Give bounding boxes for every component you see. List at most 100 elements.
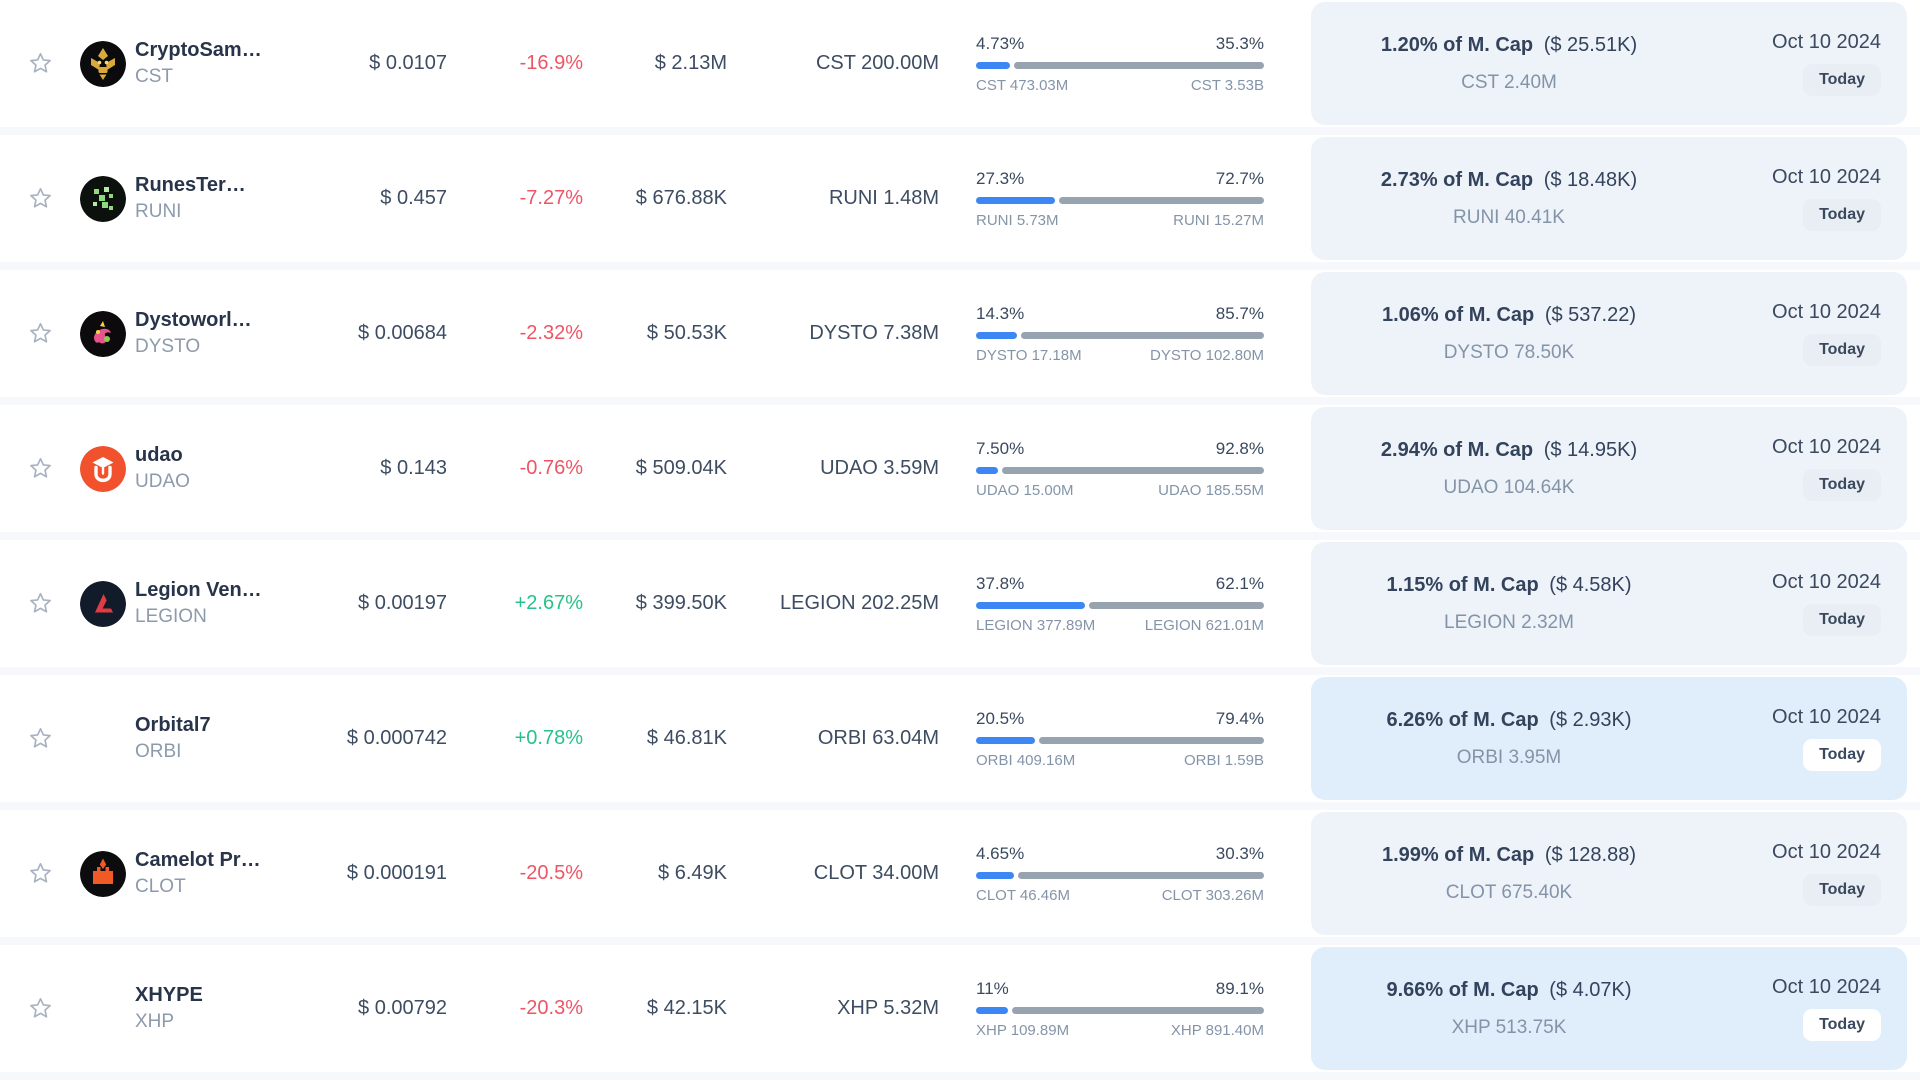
today-badge: Today bbox=[1803, 874, 1881, 906]
progress-left-percent: 4.65% bbox=[976, 843, 1025, 863]
today-badge: Today bbox=[1803, 199, 1881, 231]
token-symbol: LEGION bbox=[135, 606, 207, 627]
star-icon bbox=[29, 727, 51, 748]
star-icon bbox=[29, 187, 51, 208]
progress-percentages: 4.73% 35.3% bbox=[976, 34, 1264, 54]
mcap-headline: 1.06% of M. Cap ($ 537.22) bbox=[1327, 304, 1691, 327]
progress-remainder bbox=[1058, 196, 1264, 204]
mcap-panel: 1.20% of M. Cap ($ 25.51K) CST 2.40M Oct… bbox=[1311, 2, 1907, 125]
table-row[interactable]: Dystoworl… DYSTO $ 0.00684 -2.32% $ 50.5… bbox=[0, 270, 1920, 405]
progress-bar bbox=[976, 61, 1264, 69]
mcap-info: 6.26% of M. Cap ($ 2.93K) ORBI 3.95M bbox=[1311, 709, 1691, 769]
date-label: Oct 10 2024 bbox=[1772, 841, 1881, 863]
xhp-token-logo bbox=[80, 986, 126, 1032]
mcap-usd-text: ($ 128.88) bbox=[1544, 843, 1636, 866]
mcap-usd-text: ($ 14.95K) bbox=[1543, 438, 1638, 461]
progress-right-percent: 89.1% bbox=[1215, 978, 1264, 998]
mcap-percent-text: 1.06% of M. Cap bbox=[1382, 303, 1535, 326]
progress-right-label: RUNI 15.27M bbox=[1173, 211, 1264, 229]
mcap-token-amount: LEGION 2.32M bbox=[1444, 611, 1574, 633]
value-cell: $ 399.50K bbox=[635, 592, 727, 614]
mcap-info: 2.94% of M. Cap ($ 14.95K) UDAO 104.64K bbox=[1311, 439, 1691, 499]
progress-remainder bbox=[1018, 871, 1264, 879]
date-block: Oct 10 2024 Today bbox=[1691, 31, 1907, 96]
favorite-star-button[interactable] bbox=[27, 320, 54, 347]
table-row[interactable]: RunesTer… RUNI $ 0.457 -7.27% $ 676.88K … bbox=[0, 135, 1920, 270]
favorite-star-button[interactable] bbox=[27, 860, 54, 887]
value-cell: $ 50.53K bbox=[646, 322, 727, 344]
mcap-panel: 1.99% of M. Cap ($ 128.88) CLOT 675.40K … bbox=[1311, 812, 1907, 935]
date-block: Oct 10 2024 Today bbox=[1691, 976, 1907, 1041]
mcap-percent-text: 2.73% of M. Cap bbox=[1380, 168, 1534, 191]
progress-right-label: CLOT 303.26M bbox=[1161, 886, 1264, 904]
supply-cell: UDAO 3.59M bbox=[820, 457, 939, 479]
today-badge: Today bbox=[1803, 334, 1881, 366]
progress-right-percent: 79.4% bbox=[1215, 708, 1264, 728]
change-cell: -20.5% bbox=[519, 862, 583, 884]
table-row[interactable]: XHYPE XHP $ 0.00792 -20.3% $ 42.15K XHP … bbox=[0, 945, 1920, 1080]
progress-right-percent: 35.3% bbox=[1215, 33, 1264, 53]
favorite-star-button[interactable] bbox=[27, 725, 54, 752]
price-cell: $ 0.457 bbox=[380, 187, 447, 209]
change-cell: -2.32% bbox=[519, 322, 583, 344]
value-cell: $ 509.04K bbox=[635, 457, 727, 479]
token-name: Camelot Pr… bbox=[135, 849, 261, 871]
change-cell: +0.78% bbox=[514, 727, 583, 749]
mcap-usd-text: ($ 18.48K) bbox=[1543, 168, 1638, 191]
progress-fill bbox=[976, 331, 1018, 339]
token-name-block: udao UDAO bbox=[135, 444, 285, 493]
mcap-info: 2.73% of M. Cap ($ 18.48K) RUNI 40.41K bbox=[1311, 169, 1691, 229]
date-label: Oct 10 2024 bbox=[1772, 571, 1881, 593]
progress-left-percent: 27.3% bbox=[976, 168, 1025, 188]
token-name: Orbital7 bbox=[135, 714, 211, 736]
star-icon bbox=[29, 862, 51, 883]
progress-left-label: DYSTO 17.18M bbox=[976, 346, 1082, 364]
change-cell: -20.3% bbox=[519, 997, 583, 1019]
favorite-star-button[interactable] bbox=[27, 590, 54, 617]
value-cell: $ 46.81K bbox=[646, 727, 727, 749]
progress-labels: DYSTO 17.18M DYSTO 102.80M bbox=[976, 347, 1264, 364]
runi-token-logo bbox=[80, 175, 126, 222]
progress-right-label: CST 3.53B bbox=[1190, 76, 1264, 94]
supply-progress-group: 20.5% 79.4% ORBI 409.16M ORBI 1.59B bbox=[976, 709, 1264, 769]
progress-right-label: DYSTO 102.80M bbox=[1150, 346, 1264, 364]
progress-fill bbox=[976, 601, 1085, 609]
favorite-star-button[interactable] bbox=[27, 50, 54, 77]
today-badge: Today bbox=[1803, 739, 1881, 771]
progress-percentages: 7.50% 92.8% bbox=[976, 439, 1264, 459]
mcap-usd-text: ($ 4.58K) bbox=[1549, 573, 1632, 596]
table-row[interactable]: CryptoSam… CST $ 0.0107 -16.9% $ 2.13M C… bbox=[0, 0, 1920, 135]
supply-progress-group: 27.3% 72.7% RUNI 5.73M RUNI 15.27M bbox=[976, 169, 1264, 229]
progress-left-percent: 20.5% bbox=[976, 708, 1025, 728]
favorite-star-button[interactable] bbox=[27, 995, 54, 1022]
progress-remainder bbox=[1039, 736, 1264, 744]
mcap-headline: 1.99% of M. Cap ($ 128.88) bbox=[1327, 844, 1691, 867]
table-row[interactable]: udao UDAO $ 0.143 -0.76% $ 509.04K UDAO … bbox=[0, 405, 1920, 540]
mcap-headline: 9.66% of M. Cap ($ 4.07K) bbox=[1327, 979, 1691, 1002]
mcap-panel: 1.15% of M. Cap ($ 4.58K) LEGION 2.32M O… bbox=[1311, 542, 1907, 665]
favorite-cell bbox=[0, 50, 80, 77]
supply-cell: ORBI 63.04M bbox=[817, 727, 939, 749]
favorite-star-button[interactable] bbox=[27, 185, 54, 212]
today-badge: Today bbox=[1803, 469, 1881, 501]
favorite-star-button[interactable] bbox=[27, 455, 54, 482]
date-block: Oct 10 2024 Today bbox=[1691, 436, 1907, 501]
mcap-percent-text: 6.26% of M. Cap bbox=[1386, 708, 1539, 731]
clot-token-logo bbox=[80, 850, 126, 897]
token-symbol: XHP bbox=[135, 1011, 175, 1032]
date-label: Oct 10 2024 bbox=[1772, 706, 1881, 728]
table-row[interactable]: Camelot Pr… CLOT $ 0.000191 -20.5% $ 6.4… bbox=[0, 810, 1920, 945]
mcap-percent-text: 9.66% of M. Cap bbox=[1386, 978, 1539, 1001]
progress-bar bbox=[976, 331, 1264, 339]
supply-progress-group: 37.8% 62.1% LEGION 377.89M LEGION 621.01… bbox=[976, 574, 1264, 634]
progress-labels: CLOT 46.46M CLOT 303.26M bbox=[976, 887, 1264, 904]
mcap-headline: 1.20% of M. Cap ($ 25.51K) bbox=[1327, 34, 1691, 57]
token-name-block: Camelot Pr… CLOT bbox=[135, 849, 285, 898]
progress-left-percent: 11% bbox=[976, 978, 1009, 998]
table-row[interactable]: Legion Ven… LEGION $ 0.00197 +2.67% $ 39… bbox=[0, 540, 1920, 675]
table-row[interactable]: Orbital7 ORBI $ 0.000742 +0.78% $ 46.81K… bbox=[0, 675, 1920, 810]
token-name: CryptoSam… bbox=[135, 39, 262, 61]
progress-labels: RUNI 5.73M RUNI 15.27M bbox=[976, 212, 1264, 229]
change-cell: -7.27% bbox=[519, 187, 583, 209]
